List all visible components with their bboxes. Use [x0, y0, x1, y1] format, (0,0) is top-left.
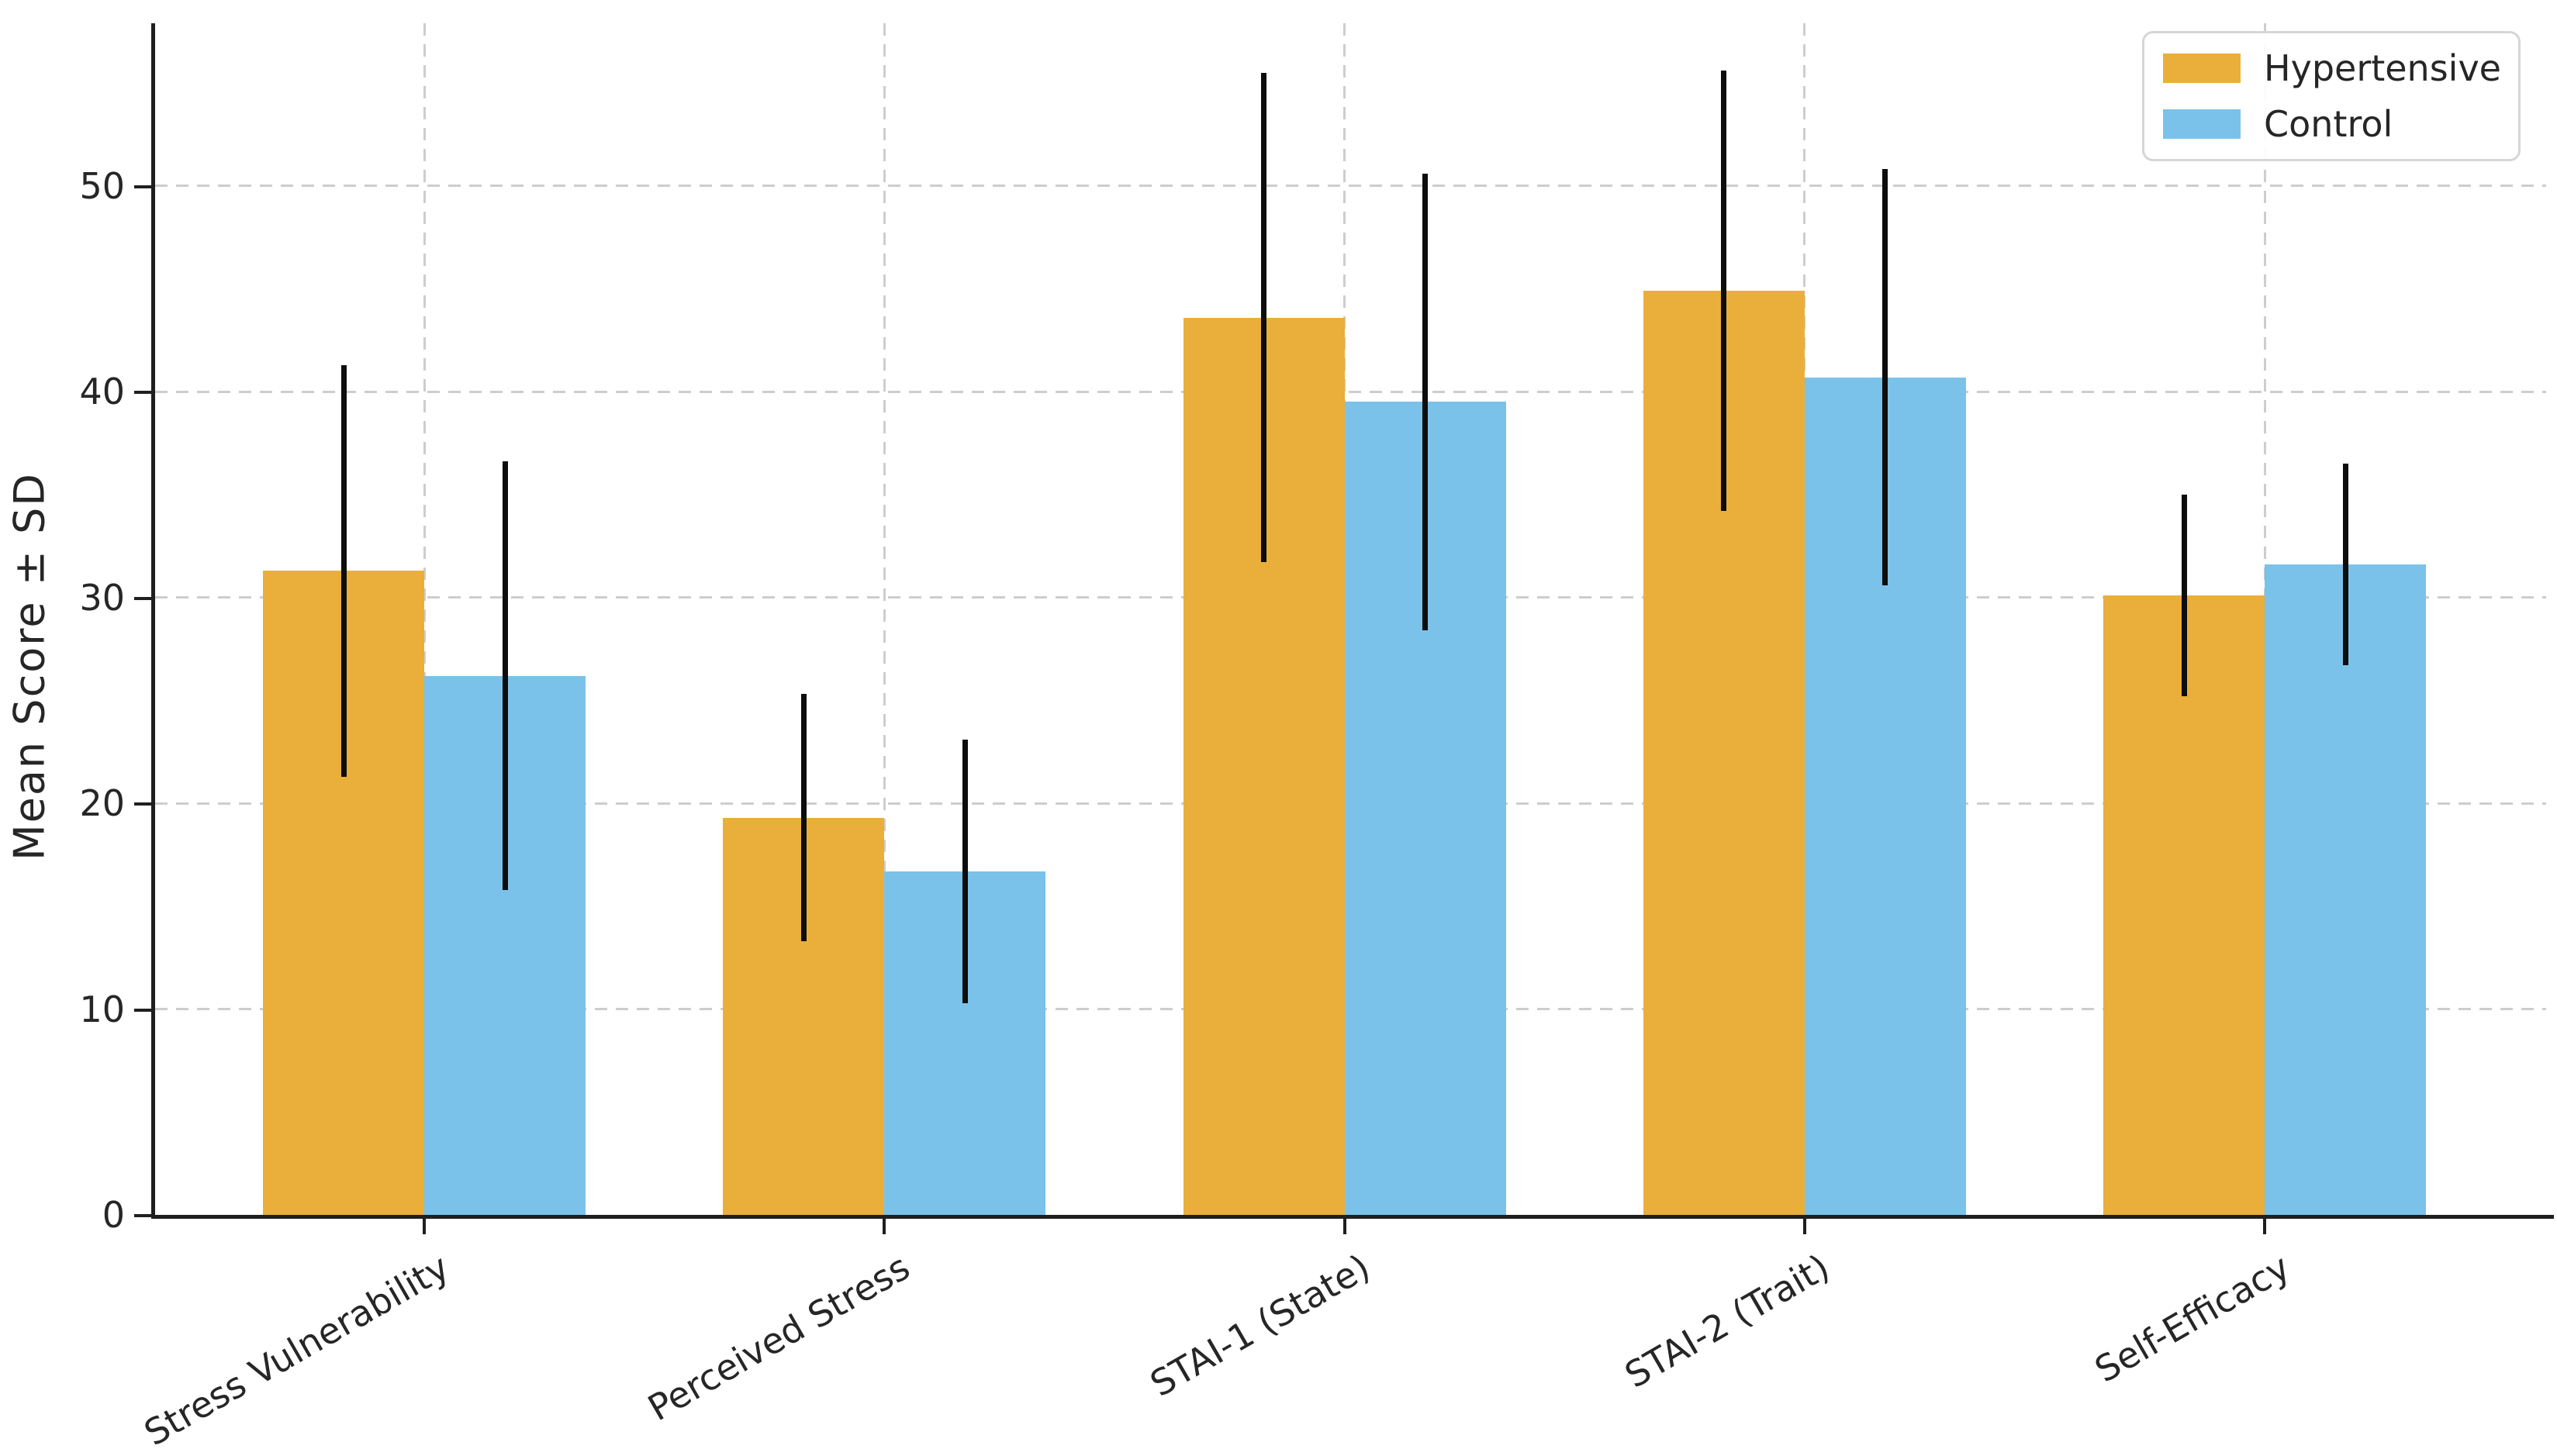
x-tick-label-4: STAI-2 (Trait)	[1618, 1245, 1837, 1396]
y-axis-label: Mean Score ± SD	[5, 472, 54, 861]
x-tick-label-1: Stress Vulnerability	[137, 1245, 457, 1454]
legend: Hypertensive Control	[2142, 31, 2521, 161]
y-tick-label-40: 40	[79, 371, 125, 413]
errorbar-control-3	[1422, 173, 1428, 631]
errorbar-control-5	[2342, 464, 2348, 666]
gridline-y-50	[155, 185, 2546, 188]
legend-row-control: Control	[2163, 105, 2500, 143]
y-tick-30	[134, 596, 151, 600]
x-tick-label-3: STAI-1 (State)	[1142, 1245, 1377, 1406]
gridline-y-40	[155, 390, 2546, 393]
bar-hypertensive-5	[2103, 595, 2265, 1215]
errorbar-hypertensive-5	[2181, 494, 2187, 697]
legend-row-hypertensive: Hypertensive	[2163, 47, 2501, 89]
legend-swatch-hypertensive	[2163, 53, 2241, 83]
errorbar-hypertensive-3	[1261, 72, 1266, 563]
gridline-x-2	[883, 23, 886, 1215]
legend-swatch-control	[2163, 109, 2241, 139]
errorbar-control-2	[962, 739, 968, 1003]
x-tick-3	[1342, 1219, 1346, 1234]
y-tick-10	[134, 1008, 151, 1012]
errorbar-control-1	[502, 461, 508, 890]
errorbar-hypertensive-4	[1721, 71, 1727, 512]
gridline-x-1	[423, 23, 426, 1215]
y-tick-50	[134, 185, 151, 188]
x-tick-2	[883, 1219, 886, 1234]
legend-label-control: Control	[2264, 103, 2393, 145]
errorbar-hypertensive-2	[800, 694, 807, 941]
x-tick-1	[423, 1219, 426, 1234]
bar-control-5	[2265, 564, 2426, 1215]
y-tick-20	[134, 802, 151, 806]
x-tick-5	[2263, 1219, 2266, 1234]
y-tick-label-10: 10	[79, 988, 125, 1030]
x-tick-label-2: Perceived Stress	[641, 1245, 917, 1430]
x-tick-label-5: Self-Efficacy	[2087, 1245, 2297, 1391]
errorbar-control-4	[1882, 169, 1888, 585]
y-tick-label-30: 30	[79, 576, 125, 619]
y-tick-0	[134, 1214, 151, 1217]
errorbar-hypertensive-1	[340, 364, 347, 777]
y-axis-spine	[151, 23, 155, 1219]
x-axis-spine	[151, 1215, 2554, 1219]
y-tick-40	[134, 391, 151, 395]
y-tick-label-0: 0	[102, 1194, 125, 1236]
y-tick-label-50: 50	[79, 164, 125, 207]
legend-label-hypertensive: Hypertensive	[2264, 47, 2501, 89]
x-tick-4	[1802, 1219, 1806, 1234]
y-tick-label-20: 20	[79, 782, 125, 825]
